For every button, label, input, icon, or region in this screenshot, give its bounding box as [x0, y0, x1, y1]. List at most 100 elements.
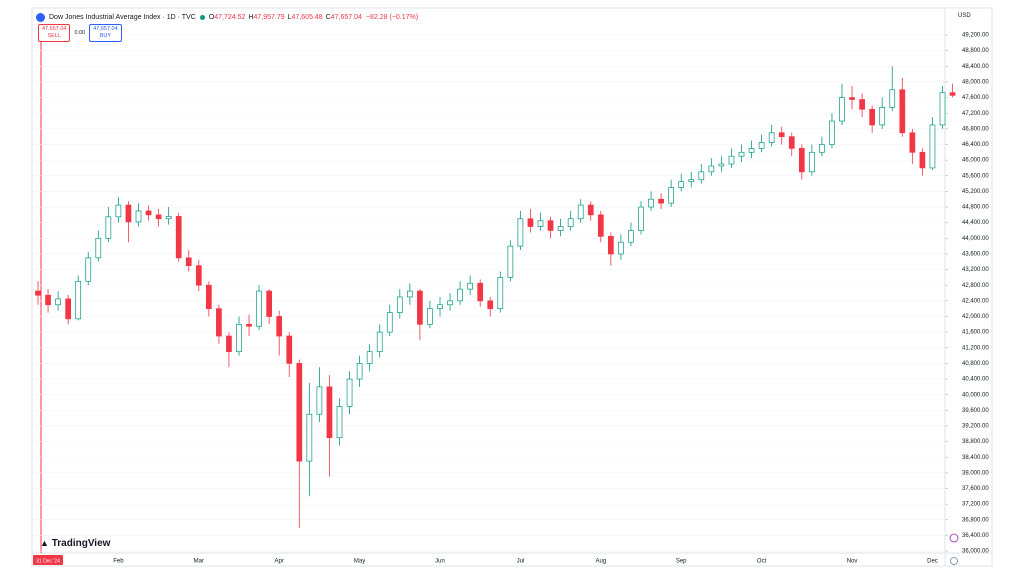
y-tick-label: 45,200.00	[962, 189, 989, 195]
y-tick-label: 44,400.00	[962, 220, 989, 226]
y-tick-label: 42,800.00	[962, 283, 989, 289]
sell-price: 47,657.04	[42, 26, 67, 32]
status-dot	[199, 14, 205, 20]
candle-body	[165, 216, 172, 220]
crosshair-date-bg	[33, 555, 63, 565]
candle-body	[688, 179, 695, 182]
candle-body	[497, 277, 504, 310]
candle-body	[939, 92, 946, 126]
candle-body	[356, 363, 363, 380]
sell-label: SELL	[47, 33, 61, 39]
y-tick-label: 47,200.00	[962, 111, 989, 117]
candle-body	[949, 92, 956, 96]
candle-body	[185, 257, 192, 267]
y-tick-label: 48,400.00	[962, 64, 989, 70]
settings-icon[interactable]	[950, 557, 958, 565]
buy-label: BUY	[99, 33, 112, 39]
candle-body	[417, 290, 423, 325]
candle-body	[135, 210, 142, 223]
candle-body	[286, 335, 293, 364]
currency[interactable]: USD	[958, 13, 971, 19]
y-tick-label: 44,800.00	[962, 205, 989, 211]
candle-body	[899, 89, 906, 134]
sell-button[interactable]: 47,657.04 SELL	[38, 24, 71, 42]
change: −82.28 (−0.17%)	[365, 13, 419, 21]
candle-body	[668, 187, 675, 204]
brand: ▲ TradingView	[40, 538, 111, 549]
y-tick-label: 48,000.00	[962, 80, 989, 86]
y-tick-label: 40,000.00	[962, 392, 989, 398]
candle-body	[547, 220, 554, 231]
buy-button[interactable]: 47,657.04 BUY	[89, 24, 122, 42]
y-tick-label: 43,200.00	[962, 267, 989, 273]
candle-body	[226, 335, 232, 353]
candle-body	[648, 198, 654, 208]
y-tick-label: 40,800.00	[962, 361, 989, 367]
candle-body	[537, 220, 544, 227]
candle-body	[929, 124, 936, 169]
event-icon[interactable]	[949, 533, 959, 543]
candle-body	[517, 218, 524, 247]
x-tick-label: Jul	[517, 559, 525, 565]
candle-body	[437, 304, 443, 310]
y-tick-label: 46,800.00	[962, 126, 989, 132]
candle-body	[407, 290, 413, 298]
candle-body	[95, 237, 102, 259]
candle-body	[145, 210, 152, 216]
candle-body	[507, 245, 514, 278]
candle-body	[115, 204, 122, 218]
trade-panel: 47,657.04 SELL 0.00 47,657.04 BUY	[38, 24, 122, 42]
candle-body	[216, 308, 222, 337]
candle-body	[306, 413, 313, 462]
candle-body	[909, 132, 916, 153]
candle-body	[386, 312, 393, 333]
x-tick-label: May	[354, 559, 365, 565]
candle-body	[75, 280, 82, 320]
candle-body	[557, 226, 564, 231]
frame	[31, 7, 993, 567]
ohlc-label: H	[248, 13, 254, 21]
y-tick-label: 41,600.00	[962, 330, 989, 336]
candle-body	[467, 282, 473, 290]
y-tick-label: 42,000.00	[962, 314, 989, 320]
candle-body	[65, 298, 72, 320]
y-tick-label: 44,000.00	[962, 236, 989, 242]
x-tick-label: Dec	[927, 559, 938, 565]
y-tick-label: 43,600.00	[962, 252, 989, 258]
candle-body	[276, 316, 283, 337]
candle-body	[195, 265, 202, 286]
symbol[interactable]: Dow Jones Industrial Average Index · 1D …	[49, 13, 196, 21]
candle-body	[829, 120, 835, 145]
candle-body	[869, 108, 876, 126]
candle-body	[628, 230, 634, 243]
candle-body	[748, 148, 755, 153]
candle-body	[35, 290, 41, 296]
candle-body	[487, 300, 494, 310]
y-tick-label: 39,600.00	[962, 408, 989, 414]
ohlc-value: 47,957.79	[253, 13, 285, 21]
x-tick-label: 31 Dec '24	[36, 558, 60, 564]
candle-body	[457, 288, 463, 302]
y-tick-label: 48,800.00	[962, 48, 989, 54]
y-tick-label: 39,200.00	[962, 424, 989, 430]
ohlc-value: 47,657.04	[330, 13, 362, 21]
candle-body	[879, 106, 886, 126]
ohlc-label: C	[325, 13, 331, 21]
y-tick-label: 36,800.00	[962, 517, 989, 523]
ohlc: O47,724.52 H47,957.79 L47,605.48 C47,657.04	[209, 14, 362, 21]
candle-body	[638, 206, 644, 231]
y-tick-label: 42,400.00	[962, 298, 989, 304]
ohlc-item: O47,724.52	[209, 14, 246, 21]
y-tick-label: 37,600.00	[962, 486, 989, 492]
y-tick-label: 36,400.00	[962, 533, 989, 539]
ohlc-item: C47,657.04	[326, 14, 362, 21]
spread: 0.00	[74, 30, 86, 36]
y-tick-label: 38,000.00	[962, 470, 989, 476]
buy-price: 47,657.04	[93, 26, 118, 32]
candle-body	[85, 257, 92, 282]
candle-body	[698, 171, 705, 181]
legend: Dow Jones Industrial Average Index · 1D …	[36, 11, 418, 23]
candle-body	[155, 214, 162, 220]
y-tick-label: 38,800.00	[962, 439, 989, 445]
